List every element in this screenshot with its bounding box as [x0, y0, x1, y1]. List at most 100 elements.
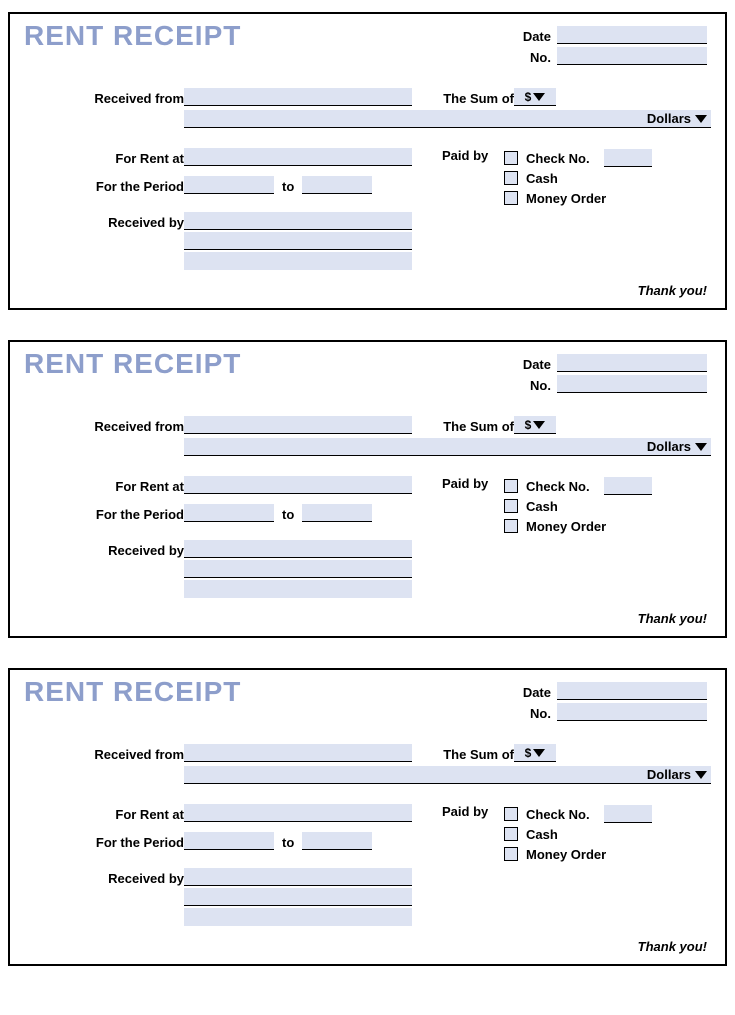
money-order-checkbox[interactable] [504, 847, 518, 861]
date-field[interactable] [557, 682, 707, 700]
currency-symbol: $ [525, 90, 532, 104]
for-rent-field[interactable] [184, 476, 412, 494]
paid-by-label: Paid by [442, 148, 488, 163]
sum-currency-dropdown[interactable]: $ [514, 88, 556, 106]
received-by-field-3[interactable] [184, 252, 412, 270]
for-rent-field[interactable] [184, 804, 412, 822]
paid-by-check-row: Check No. [504, 804, 652, 824]
no-field[interactable] [557, 703, 707, 721]
amount-words-field[interactable] [184, 766, 643, 784]
received-by-row-2 [184, 888, 412, 906]
check-no-field[interactable] [604, 805, 652, 823]
period-to-field[interactable] [302, 832, 372, 850]
dollars-label: Dollars [647, 439, 691, 454]
received-by-row-3 [184, 252, 412, 275]
paid-by-cash-row: Cash [504, 496, 652, 516]
check-no-label: Check No. [526, 479, 590, 494]
dollars-dropdown[interactable]: Dollars [643, 110, 711, 128]
period-to-field[interactable] [302, 504, 372, 522]
for-rent-label: For Rent at [24, 479, 184, 494]
amount-words-field[interactable] [184, 110, 643, 128]
currency-symbol: $ [525, 746, 532, 760]
received-by-row: Received by [24, 540, 412, 558]
received-by-field-3[interactable] [184, 908, 412, 926]
paid-by-cash-row: Cash [504, 168, 652, 188]
received-from-field[interactable] [184, 416, 412, 434]
rent-receipt: RENT RECEIPT Date No. Received from The … [8, 340, 727, 638]
cash-checkbox[interactable] [504, 171, 518, 185]
received-from-label: Received from [24, 747, 184, 762]
sum-currency-dropdown[interactable]: $ [514, 416, 556, 434]
dollars-dropdown[interactable]: Dollars [643, 438, 711, 456]
received-by-row-3 [184, 580, 412, 603]
header-meta: Date No. [523, 354, 707, 396]
check-no-field[interactable] [604, 149, 652, 167]
check-no-field[interactable] [604, 477, 652, 495]
received-from-label: Received from [24, 91, 184, 106]
received-by-field-1[interactable] [184, 540, 412, 558]
received-from-label: Received from [24, 419, 184, 434]
sum-currency-dropdown[interactable]: $ [514, 744, 556, 762]
paid-by-check-row: Check No. [504, 476, 652, 496]
sum-of-label: The Sum of [432, 419, 514, 434]
for-rent-field[interactable] [184, 148, 412, 166]
period-label: For the Period [24, 179, 184, 194]
chevron-down-icon [533, 421, 545, 429]
header-meta: Date No. [523, 26, 707, 68]
received-by-field-1[interactable] [184, 868, 412, 886]
sum-of-label: The Sum of [432, 91, 514, 106]
received-by-field-2[interactable] [184, 560, 412, 578]
chevron-down-icon [533, 93, 545, 101]
no-field[interactable] [557, 47, 707, 65]
amount-words-row: Dollars [184, 438, 711, 456]
paid-by-check-row: Check No. [504, 148, 652, 168]
period-from-field[interactable] [184, 832, 274, 850]
received-from-field[interactable] [184, 744, 412, 762]
period-row: For the Period to [24, 504, 372, 522]
period-from-field[interactable] [184, 504, 274, 522]
check-checkbox[interactable] [504, 479, 518, 493]
cash-checkbox[interactable] [504, 827, 518, 841]
dollars-label: Dollars [647, 767, 691, 782]
date-field[interactable] [557, 354, 707, 372]
paid-by-block: Paid by Check No. Cash Money Order [442, 476, 652, 536]
to-label: to [274, 835, 302, 850]
received-from-row: Received from The Sum of $ [24, 744, 711, 762]
for-rent-row: For Rent at [24, 804, 412, 822]
received-by-field-2[interactable] [184, 888, 412, 906]
date-label: Date [523, 29, 551, 44]
amount-words-field[interactable] [184, 438, 643, 456]
for-rent-row: For Rent at [24, 148, 412, 166]
period-to-field[interactable] [302, 176, 372, 194]
check-checkbox[interactable] [504, 807, 518, 821]
check-checkbox[interactable] [504, 151, 518, 165]
received-by-row: Received by [24, 868, 412, 886]
received-from-row: Received from The Sum of $ [24, 88, 711, 106]
to-label: to [274, 179, 302, 194]
date-label: Date [523, 357, 551, 372]
cash-checkbox[interactable] [504, 499, 518, 513]
chevron-down-icon [695, 443, 707, 451]
thank-you-text: Thank you! [638, 283, 707, 298]
chevron-down-icon [695, 115, 707, 123]
cash-label: Cash [526, 827, 558, 842]
money-order-checkbox[interactable] [504, 191, 518, 205]
received-by-field-1[interactable] [184, 212, 412, 230]
cash-label: Cash [526, 499, 558, 514]
receipt-title: RENT RECEIPT [24, 348, 241, 380]
received-by-row-2 [184, 560, 412, 578]
money-order-checkbox[interactable] [504, 519, 518, 533]
received-by-field-2[interactable] [184, 232, 412, 250]
amount-words-row: Dollars [184, 766, 711, 784]
dollars-dropdown[interactable]: Dollars [643, 766, 711, 784]
no-field[interactable] [557, 375, 707, 393]
check-no-label: Check No. [526, 807, 590, 822]
date-field[interactable] [557, 26, 707, 44]
period-from-field[interactable] [184, 176, 274, 194]
period-label: For the Period [24, 507, 184, 522]
received-from-field[interactable] [184, 88, 412, 106]
thank-you-text: Thank you! [638, 939, 707, 954]
received-by-field-3[interactable] [184, 580, 412, 598]
received-by-label: Received by [24, 871, 184, 886]
check-no-label: Check No. [526, 151, 590, 166]
